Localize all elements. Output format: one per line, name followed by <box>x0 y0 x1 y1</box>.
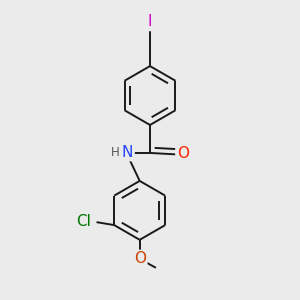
Text: O: O <box>177 146 189 161</box>
Text: H: H <box>111 146 120 159</box>
Text: O: O <box>134 251 146 266</box>
Text: I: I <box>148 14 152 29</box>
Text: Cl: Cl <box>76 214 91 229</box>
Text: N: N <box>122 145 133 160</box>
